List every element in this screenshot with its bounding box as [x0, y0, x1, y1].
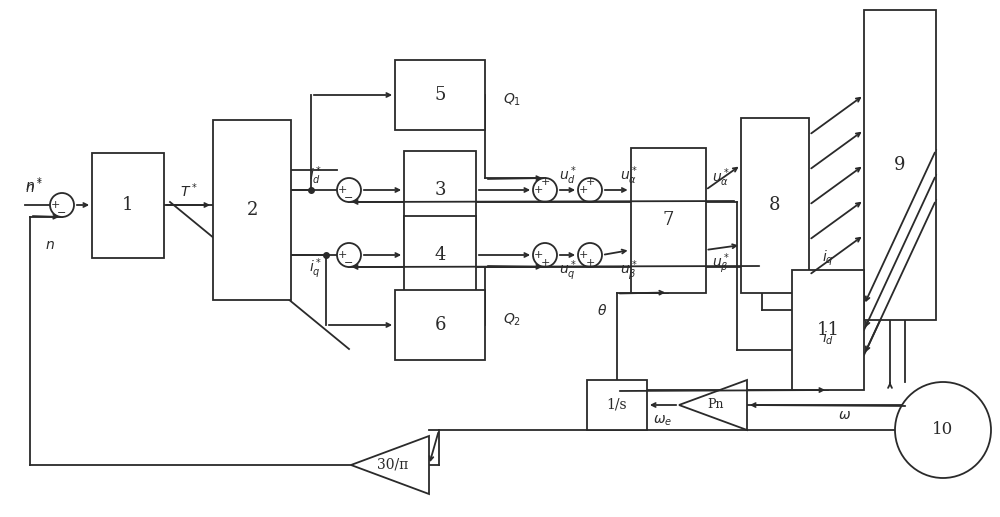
- Text: +: +: [533, 185, 543, 195]
- Circle shape: [533, 243, 557, 267]
- Text: $u_\alpha^*$: $u_\alpha^*$: [712, 166, 729, 189]
- Polygon shape: [679, 380, 747, 430]
- Text: +: +: [50, 200, 60, 210]
- Text: +: +: [540, 258, 550, 268]
- Text: $Q_2$: $Q_2$: [503, 312, 521, 328]
- Text: $i_d^*$: $i_d^*$: [309, 165, 323, 187]
- Text: 1/s: 1/s: [607, 398, 627, 412]
- Bar: [792, 270, 864, 390]
- Circle shape: [533, 178, 557, 202]
- Text: 3: 3: [434, 181, 446, 199]
- Text: $i_d$: $i_d$: [822, 329, 834, 347]
- Bar: [631, 147, 706, 293]
- Text: $n$: $n$: [45, 238, 55, 252]
- Bar: [213, 120, 291, 300]
- Text: $\theta$: $\theta$: [597, 303, 607, 318]
- Circle shape: [337, 243, 361, 267]
- Text: 6: 6: [434, 316, 446, 334]
- Circle shape: [50, 193, 74, 217]
- Text: $u_q^*$: $u_q^*$: [559, 258, 576, 283]
- Text: $u_d^*$: $u_d^*$: [559, 165, 576, 187]
- Text: Pn: Pn: [708, 399, 724, 412]
- Text: −: −: [344, 193, 354, 203]
- Bar: [395, 60, 485, 130]
- Text: $i_q^*$: $i_q^*$: [309, 257, 323, 281]
- Text: −: −: [57, 208, 67, 218]
- Bar: [404, 216, 476, 294]
- Text: 2: 2: [246, 201, 258, 219]
- Text: +: +: [585, 177, 595, 187]
- Bar: [587, 380, 647, 430]
- Bar: [92, 153, 164, 257]
- Circle shape: [337, 178, 361, 202]
- Text: 1: 1: [122, 196, 134, 214]
- Polygon shape: [351, 436, 429, 494]
- Bar: [404, 151, 476, 229]
- Text: $\omega$: $\omega$: [838, 408, 852, 422]
- Text: 10: 10: [932, 421, 954, 438]
- Text: +: +: [337, 185, 347, 195]
- Text: +: +: [585, 258, 595, 268]
- Bar: [741, 117, 809, 293]
- Text: $Q_1$: $Q_1$: [503, 92, 521, 108]
- Text: 7: 7: [662, 211, 674, 229]
- Text: 5: 5: [434, 86, 446, 104]
- Text: $u_\alpha^*$: $u_\alpha^*$: [620, 165, 638, 187]
- Text: 11: 11: [816, 321, 840, 339]
- Text: $T^*$: $T^*$: [180, 181, 197, 200]
- Text: 4: 4: [434, 246, 446, 264]
- Text: $u_\beta^*$: $u_\beta^*$: [712, 252, 729, 276]
- Text: $n^*$: $n^*$: [25, 176, 43, 194]
- Text: +: +: [540, 177, 550, 187]
- Text: +: +: [578, 250, 588, 260]
- Bar: [395, 290, 485, 360]
- Circle shape: [895, 382, 991, 478]
- Text: $\omega_e$: $\omega_e$: [653, 414, 673, 428]
- Circle shape: [578, 243, 602, 267]
- Text: 30/π: 30/π: [377, 458, 409, 472]
- Bar: [864, 10, 936, 320]
- Text: +: +: [578, 185, 588, 195]
- Circle shape: [578, 178, 602, 202]
- Text: 8: 8: [769, 196, 781, 214]
- Text: 9: 9: [894, 156, 906, 174]
- Text: $n^*$: $n^*$: [25, 178, 43, 196]
- Text: $u_\beta^*$: $u_\beta^*$: [620, 258, 638, 283]
- Text: +: +: [533, 250, 543, 260]
- Text: −: −: [344, 258, 354, 268]
- Text: +: +: [337, 250, 347, 260]
- Text: $i_q$: $i_q$: [822, 248, 834, 268]
